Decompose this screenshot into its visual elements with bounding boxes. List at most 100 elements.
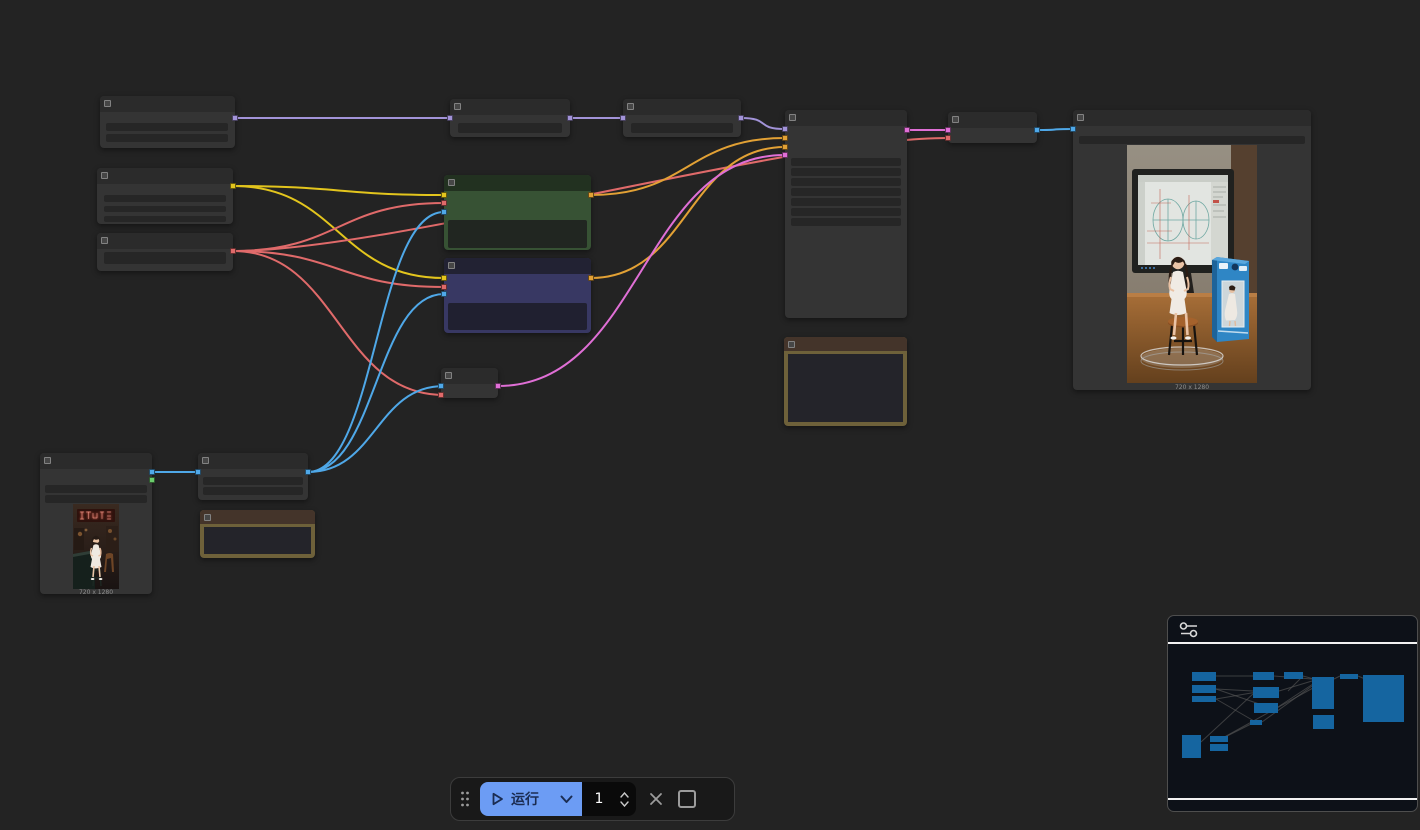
output-slot-purple[interactable]	[232, 115, 238, 121]
node-header[interactable]	[785, 110, 907, 126]
text-node-1[interactable]	[100, 96, 238, 148]
widget-bar[interactable]	[791, 188, 901, 196]
output-slot-pink[interactable]	[904, 127, 910, 133]
output-slot-image[interactable]	[149, 469, 155, 475]
collapse-box-icon[interactable]	[104, 100, 111, 107]
input-slot-pink[interactable]	[782, 152, 788, 158]
widget-bar[interactable]	[631, 123, 733, 133]
collapse-box-icon[interactable]	[789, 114, 796, 121]
widget-bar[interactable]	[448, 220, 587, 248]
widget-bar[interactable]	[45, 485, 147, 493]
text-node-3[interactable]	[97, 233, 236, 271]
output-slot-orange[interactable]	[588, 192, 594, 198]
widget-bar[interactable]	[104, 252, 226, 264]
settings-node-large[interactable]	[782, 110, 910, 318]
node-header[interactable]	[784, 337, 907, 351]
combine-node-small[interactable]	[438, 368, 501, 398]
widget-bar[interactable]	[791, 198, 901, 206]
output-slot-purple[interactable]	[738, 115, 744, 121]
node-header[interactable]	[97, 168, 233, 184]
widget-bar[interactable]	[203, 477, 303, 485]
collapse-box-icon[interactable]	[952, 116, 959, 123]
cancel-button[interactable]	[645, 784, 667, 814]
input-slot-blue[interactable]	[441, 209, 447, 215]
drag-handle-icon[interactable]	[459, 790, 471, 808]
input-slot-blue[interactable]	[195, 469, 201, 475]
node-header[interactable]	[97, 233, 233, 249]
input-slot-orange[interactable]	[782, 135, 788, 141]
input-slot-red[interactable]	[441, 200, 447, 206]
note-node-middle[interactable]	[784, 337, 907, 426]
pair-node-topright[interactable]	[945, 112, 1040, 143]
node-header[interactable]	[40, 453, 152, 469]
output-slot-pink[interactable]	[495, 383, 501, 389]
widget-bar[interactable]	[791, 178, 901, 186]
node-header[interactable]	[948, 112, 1037, 128]
preview-image-node[interactable]: 720 x 1280	[1070, 110, 1311, 391]
input-slot-yellow[interactable]	[441, 275, 447, 281]
widget-bar[interactable]	[104, 195, 226, 202]
collapse-box-icon[interactable]	[448, 262, 455, 269]
load-image-node[interactable]: 720 x 1280	[40, 453, 155, 596]
input-slot-red[interactable]	[945, 135, 951, 141]
output-slot-blue[interactable]	[1034, 127, 1040, 133]
input-slot-yellow[interactable]	[441, 192, 447, 198]
collapse-box-icon[interactable]	[627, 103, 634, 110]
output-slot-orange[interactable]	[588, 275, 594, 281]
output-slot-purple[interactable]	[567, 115, 573, 121]
note-text-area[interactable]	[788, 354, 903, 422]
collapse-box-icon[interactable]	[788, 341, 795, 348]
widget-bar[interactable]	[791, 208, 901, 216]
widget-bar[interactable]	[106, 134, 228, 142]
sampler-node-blue[interactable]	[441, 258, 594, 333]
collapse-box-icon[interactable]	[445, 372, 452, 379]
collapse-box-icon[interactable]	[1077, 114, 1084, 121]
increment-button[interactable]	[619, 791, 629, 798]
node-header[interactable]	[623, 99, 741, 115]
scale-node[interactable]	[195, 453, 311, 500]
input-slot-image[interactable]	[1070, 126, 1076, 132]
decrement-button[interactable]	[619, 800, 629, 807]
batch-count-input[interactable]: 1	[582, 782, 636, 816]
widget-bar[interactable]	[203, 487, 303, 495]
node-header[interactable]	[450, 99, 570, 115]
input-slot-purple[interactable]	[782, 126, 788, 132]
input-slot-purple[interactable]	[620, 115, 626, 121]
run-options-dropdown[interactable]	[550, 782, 582, 816]
input-slot-red[interactable]	[441, 284, 447, 290]
collapse-box-icon[interactable]	[448, 179, 455, 186]
reroute-node-1[interactable]	[447, 99, 573, 137]
minimap-settings-icon[interactable]	[1178, 621, 1200, 643]
node-header[interactable]	[100, 96, 235, 112]
sampler-node-green[interactable]	[441, 175, 594, 250]
widget-bar[interactable]	[791, 218, 901, 226]
reroute-node-2[interactable]	[620, 99, 744, 137]
output-slot-blue[interactable]	[305, 469, 311, 475]
widget-bar[interactable]	[458, 123, 562, 133]
collapse-box-icon[interactable]	[204, 514, 211, 521]
collapse-box-icon[interactable]	[202, 457, 209, 464]
output-slot-red[interactable]	[230, 248, 236, 254]
collapse-box-icon[interactable]	[101, 237, 108, 244]
collapse-box-icon[interactable]	[44, 457, 51, 464]
text-node-2[interactable]	[97, 168, 236, 224]
note-node-bottom[interactable]	[200, 510, 315, 558]
node-header[interactable]	[1073, 110, 1311, 126]
collapse-box-icon[interactable]	[454, 103, 461, 110]
node-header[interactable]	[441, 368, 498, 384]
node-header[interactable]	[198, 453, 308, 469]
widget-bar[interactable]	[791, 168, 901, 176]
node-header[interactable]	[200, 510, 315, 524]
input-slot-blue[interactable]	[441, 291, 447, 297]
input-slot-purple[interactable]	[447, 115, 453, 121]
run-button[interactable]: 运行	[480, 782, 550, 816]
widget-bar[interactable]	[45, 495, 147, 503]
widget-bar[interactable]	[1079, 136, 1305, 144]
minimap-panel[interactable]	[1167, 615, 1418, 812]
input-slot-blue[interactable]	[438, 383, 444, 389]
collapse-box-icon[interactable]	[101, 172, 108, 179]
input-slot-orange[interactable]	[782, 144, 788, 150]
widget-bar[interactable]	[448, 303, 587, 330]
node-header[interactable]	[444, 258, 591, 274]
